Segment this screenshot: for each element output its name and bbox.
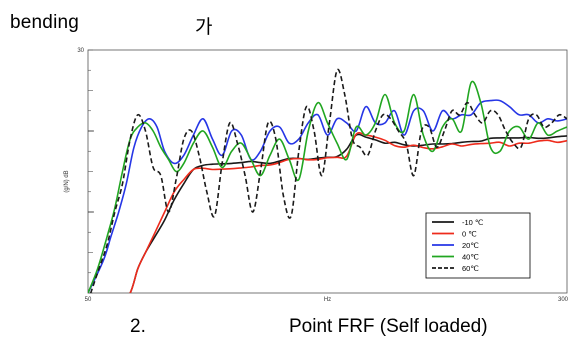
- legend: -10 ℃ 0 ℃ 20℃ 40℃ 60℃: [425, 212, 531, 279]
- axis-lines: [88, 130, 94, 213]
- x-tick-label-left: 50: [85, 297, 92, 303]
- series-lines: [88, 68, 567, 293]
- legend-label-2: 20℃: [462, 241, 479, 250]
- legend-label-4: 60℃: [462, 264, 479, 273]
- frf-chart: 30 50 300 Hz (g/N) dB -10 ℃ 0 ℃ 20℃ 40℃ 60℃: [64, 48, 569, 303]
- legend-box: [425, 212, 531, 279]
- y-tick-label-top: 30: [77, 48, 84, 54]
- legend-label-0: -10 ℃: [462, 218, 484, 227]
- caption-number: 2.: [130, 316, 146, 337]
- series-line-2: [88, 99, 567, 293]
- header-text: bending 가: [10, 12, 212, 38]
- legend-label-1: 0 ℃: [462, 230, 477, 239]
- y-axis-title: (g/N) dB: [64, 170, 70, 192]
- x-axis-title: Hz: [324, 297, 331, 303]
- series-line-1: [129, 131, 567, 293]
- header-word: bending: [10, 12, 80, 33]
- series-line-3: [88, 80, 567, 293]
- legend-label-3: 40℃: [462, 253, 479, 262]
- x-tick-label-right: 300: [558, 297, 569, 303]
- series-line-4: [89, 68, 567, 293]
- caption-title: Point FRF (Self loaded): [289, 316, 488, 337]
- header-hangul: 가: [195, 17, 213, 38]
